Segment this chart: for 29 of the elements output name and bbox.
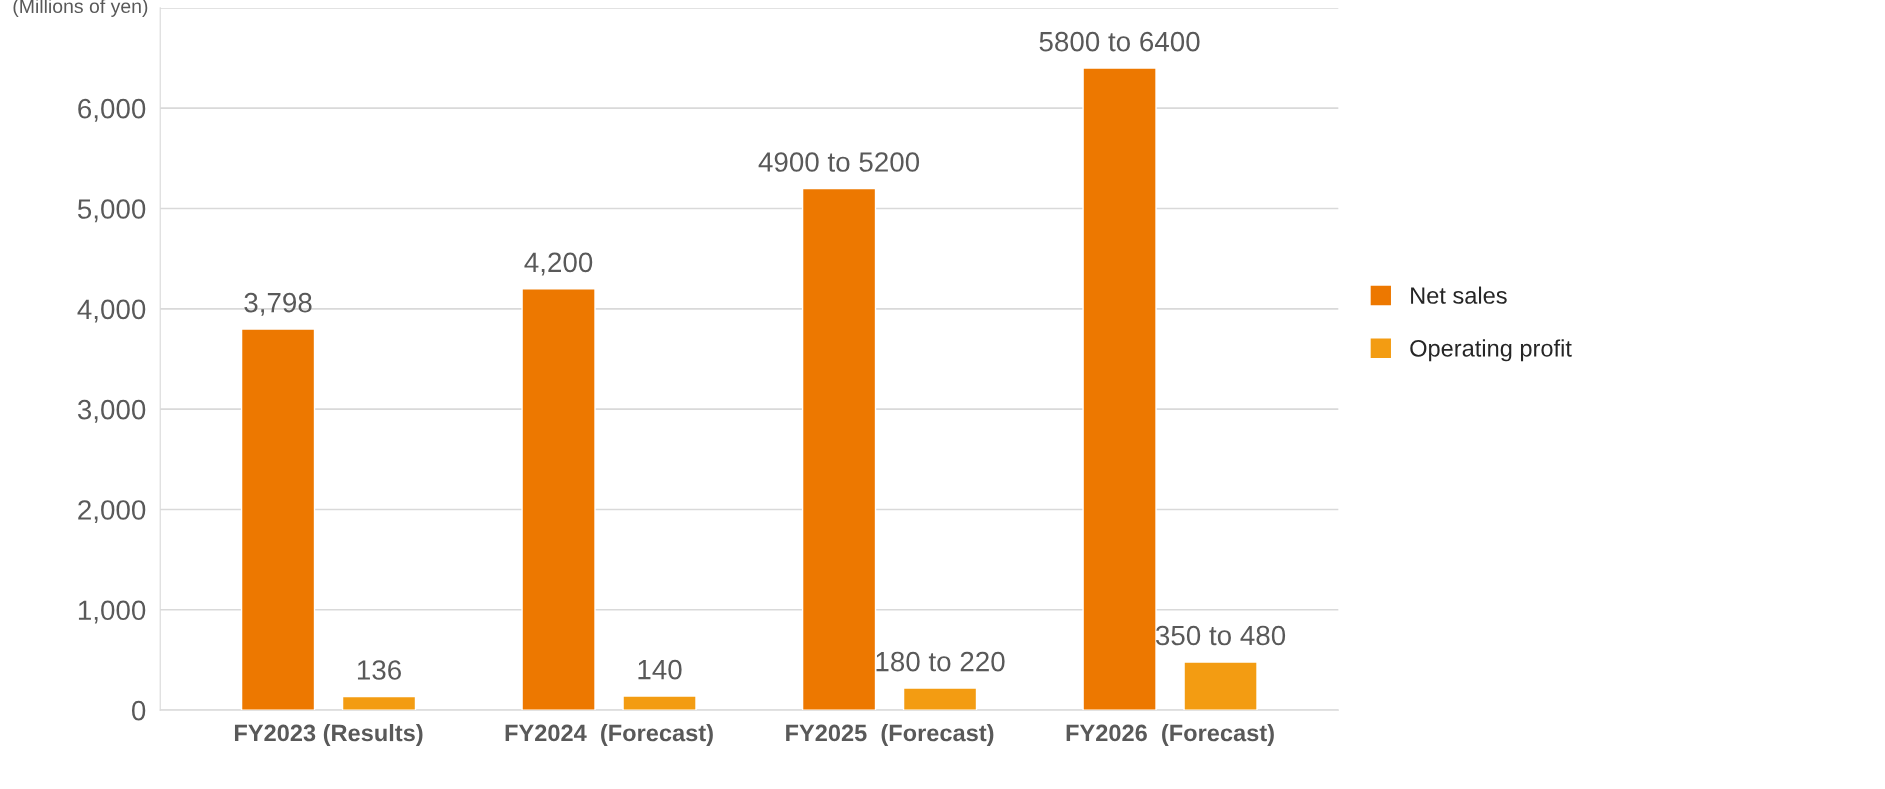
bar (240, 328, 316, 711)
x-tick-label: FY2023 (Results) (234, 723, 423, 746)
x-tick-label: FY2026 (Forecast) (1066, 723, 1274, 746)
y-tick-label: 3,000 (77, 399, 146, 423)
bar (902, 687, 978, 711)
bar (801, 187, 877, 711)
data-label: 3,798 (244, 292, 312, 316)
bar (521, 288, 596, 711)
data-label: 140 (638, 659, 682, 680)
legend-label: Net sales (1411, 286, 1507, 304)
data-label: 4900 to 5200 (758, 152, 920, 172)
data-label: 4,200 (524, 252, 593, 276)
data-label: 180 to 220 (876, 651, 1005, 672)
x-tick-label: FY2024 (Forecast) (505, 723, 713, 746)
data-label: 350 to 480 (1155, 625, 1286, 646)
y-tick-label: 6,000 (78, 98, 146, 122)
bar (1183, 661, 1258, 711)
bar (622, 695, 697, 711)
y-tick-label: 2,000 (78, 500, 146, 524)
y-tick-label: 4,000 (77, 299, 146, 323)
y-tick-label: 0 (131, 700, 146, 721)
x-tick-label: FY2025 (Forecast) (786, 723, 994, 746)
legend-label: Operating profit (1410, 339, 1572, 362)
bar (341, 695, 417, 711)
y-tick-label: 1,000 (78, 600, 146, 624)
data-label: 5800 to 6400 (1039, 31, 1200, 52)
y-tick-label: 5,000 (77, 199, 146, 223)
bar (1082, 67, 1157, 711)
data-label: 136 (357, 660, 401, 680)
